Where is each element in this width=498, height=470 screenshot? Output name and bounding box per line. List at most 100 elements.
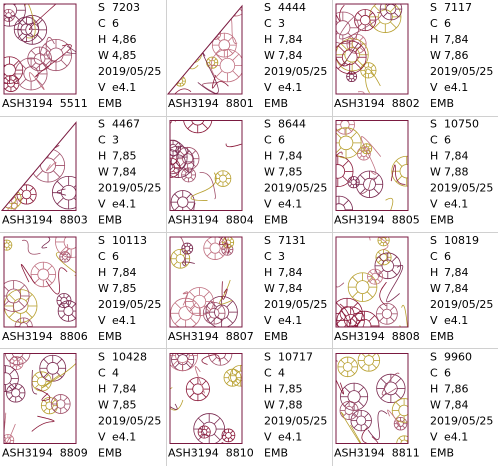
width-value: 7,84 [444,282,469,295]
height-value: 7,84 [278,33,303,46]
colors-value: 4 [278,367,285,380]
width-label: W [264,49,275,62]
file-name: ASH3194 8808 [334,330,420,343]
version-value: e4.1 [112,314,136,327]
version-value: e4.1 [444,81,468,94]
width-label: W [264,166,275,179]
version-value: e4.1 [112,198,136,211]
format: EMB [98,97,122,110]
version-value: e4.1 [444,314,468,327]
height-value: 7,84 [278,150,303,163]
height-label: H [430,383,438,396]
stitches-value: 4467 [112,118,140,131]
colors-value: 3 [278,250,285,263]
stitches-label: S [430,1,437,14]
width-value: 7,88 [444,166,469,179]
version-value: e4.1 [278,431,302,444]
version-label: V [264,314,272,327]
format: EMB [264,447,288,460]
file-name: ASH3194 8806 [2,330,88,343]
version-label: V [430,431,438,444]
height-label: H [264,266,272,279]
width-value: 7,84 [112,166,137,179]
colors-value: 6 [444,367,451,380]
version-label: V [98,431,106,444]
format: EMB [98,330,122,343]
colors-label: C [98,367,106,380]
colors-label: C [264,367,272,380]
width-value: 7,84 [278,49,303,62]
height-label: H [430,33,438,46]
date: 2019/05/25 [264,182,327,195]
height-label: H [430,266,438,279]
version-value: e4.1 [444,198,468,211]
stitches-label: S [430,234,437,247]
date: 2019/05/25 [264,298,327,311]
stitches-value: 10750 [444,118,479,131]
colors-label: C [98,17,106,30]
colors-value: 6 [444,17,451,30]
format: EMB [98,447,122,460]
date: 2019/05/25 [430,182,493,195]
colors-label: C [264,250,272,263]
stitches-label: S [98,351,105,364]
width-label: W [430,49,441,62]
stitches-label: S [430,118,437,131]
height-value: 7,85 [112,150,137,163]
width-label: W [264,282,275,295]
stitches-label: S [264,351,271,364]
stitches-label: S [264,118,271,131]
stitches-label: S [98,1,105,14]
stitches-label: S [264,234,271,247]
stitches-value: 7117 [444,1,472,14]
stitches-value: 10819 [444,234,479,247]
stitches-label: S [430,351,437,364]
file-name: ASH3194 8802 [334,97,420,110]
colors-label: C [430,250,438,263]
colors-value: 6 [444,134,451,147]
colors-label: C [430,367,438,380]
colors-label: C [98,134,106,147]
width-label: W [430,166,441,179]
file-name: ASH3194 8804 [168,214,254,227]
height-value: 4,86 [112,33,137,46]
height-value: 7,84 [444,150,469,163]
colors-label: C [264,134,272,147]
version-value: e4.1 [278,198,302,211]
width-value: 7,85 [112,282,137,295]
version-label: V [264,198,272,211]
width-value: 4,85 [112,49,137,62]
width-label: W [98,49,109,62]
format: EMB [98,214,122,227]
version-label: V [98,314,106,327]
width-label: W [98,282,109,295]
date: 2019/05/25 [98,298,161,311]
format: EMB [430,330,454,343]
file-name: ASH3194 8811 [334,447,420,460]
height-label: H [98,383,106,396]
colors-value: 6 [278,134,285,147]
height-label: H [98,150,106,163]
stitches-value: 8644 [278,118,306,131]
date: 2019/05/25 [430,415,493,428]
height-value: 7,84 [112,266,137,279]
height-label: H [264,150,272,163]
height-label: H [430,150,438,163]
colors-label: C [430,134,438,147]
format: EMB [264,330,288,343]
stitches-value: 9960 [444,351,472,364]
width-value: 7,86 [444,49,469,62]
width-value: 7,84 [278,282,303,295]
version-label: V [430,198,438,211]
file-name: ASH3194 8805 [334,214,420,227]
height-label: H [264,383,272,396]
stitches-value: 7131 [278,234,306,247]
width-value: 7,88 [278,399,303,412]
colors-value: 6 [444,250,451,263]
format: EMB [430,97,454,110]
version-label: V [264,81,272,94]
version-value: e4.1 [112,81,136,94]
stitches-label: S [98,118,105,131]
file-name: ASH3194 8810 [168,447,254,460]
